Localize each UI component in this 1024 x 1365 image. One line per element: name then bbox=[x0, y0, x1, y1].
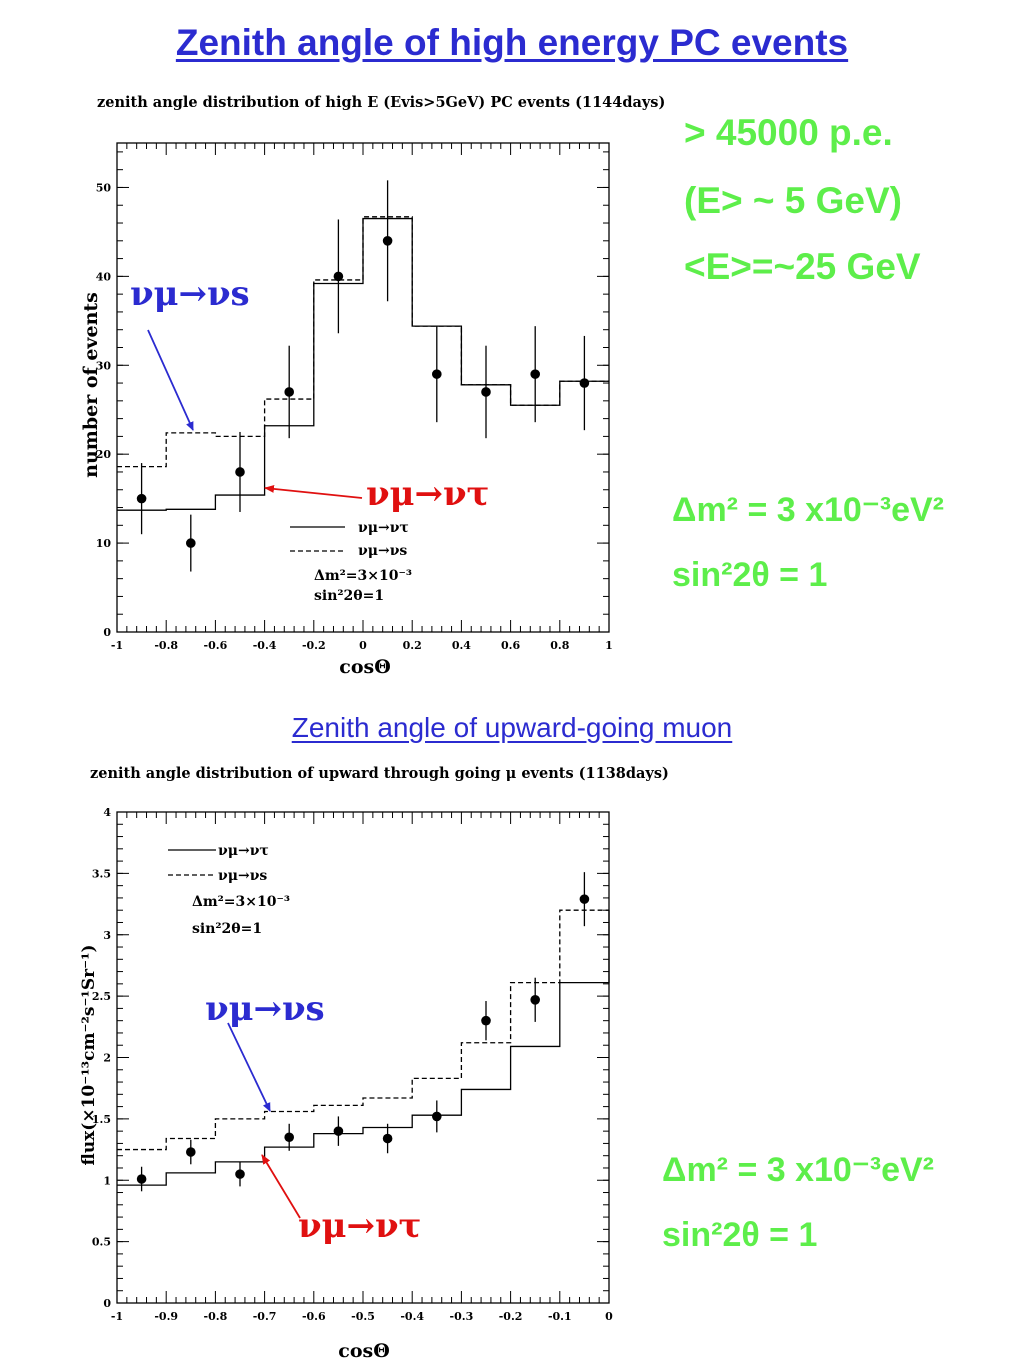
y-tick-label: 0 bbox=[103, 1297, 111, 1310]
y-tick-label: 0.5 bbox=[92, 1236, 111, 1249]
page-title: Zenith angle of high energy PC events bbox=[175, 22, 849, 63]
annotation-nu-tau: νμ→ντ bbox=[298, 1206, 421, 1246]
section-subtitle: Zenith angle of upward-going muon bbox=[291, 712, 733, 743]
x-tick-label: 0.2 bbox=[403, 639, 422, 652]
data-point bbox=[186, 538, 196, 548]
data-point bbox=[186, 1147, 196, 1157]
x-tick-label: -1 bbox=[111, 1310, 123, 1323]
y-axis-label: flux(×10⁻¹³cm⁻²s⁻¹Sr⁻¹) bbox=[79, 944, 99, 1165]
energy-threshold-text: (E> ~ 5 GeV) bbox=[684, 180, 902, 221]
data-point bbox=[530, 369, 540, 379]
data-point bbox=[235, 1169, 245, 1179]
chart-header: zenith angle distribution of upward thro… bbox=[90, 765, 669, 782]
top-sin-text: sin²2θ = 1 bbox=[672, 556, 828, 594]
histogram-nu-tau bbox=[117, 910, 610, 1186]
data-point bbox=[284, 387, 295, 397]
annotation-nu-tau: νμ→ντ bbox=[366, 474, 489, 514]
mean-energy-text: <E>=~25 GeV bbox=[684, 246, 921, 287]
bottom-sin-text: sin²2θ = 1 bbox=[662, 1216, 818, 1254]
y-tick-label: 30 bbox=[96, 359, 112, 372]
y-tick-label: 4 bbox=[103, 806, 111, 819]
legend-entry-nu-s: νμ→νs bbox=[218, 868, 267, 884]
x-tick-label: -0.5 bbox=[351, 1310, 375, 1323]
top-dm2-text: Δm² = 3 x10⁻³eV² bbox=[672, 491, 944, 529]
y-tick-label: 3 bbox=[103, 929, 111, 942]
legend-param-dm2: Δm²=3×10⁻³ bbox=[314, 568, 412, 584]
x-tick-label: 0.6 bbox=[501, 639, 520, 652]
x-tick-label: 0.8 bbox=[550, 639, 569, 652]
data-point bbox=[333, 271, 344, 282]
chart-legend: νμ→ντ νμ→νs Δm²=3×10⁻³ sin²2θ=1 bbox=[168, 843, 290, 937]
annotation-nu-s: νμ→νs bbox=[130, 274, 250, 314]
chart-header: zenith angle distribution of high E (Evi… bbox=[97, 94, 665, 111]
x-tick-label: -0.9 bbox=[154, 1310, 178, 1323]
nu-tau-arrow bbox=[261, 1154, 301, 1219]
histogram-nu-tau bbox=[117, 217, 609, 511]
data-point bbox=[382, 1133, 393, 1144]
x-tick-label: -0.6 bbox=[204, 639, 228, 652]
legend-param-dm2: Δm²=3×10⁻³ bbox=[192, 894, 290, 910]
x-tick-label: -0.2 bbox=[499, 1310, 523, 1323]
y-tick-label: 50 bbox=[96, 181, 112, 194]
x-tick-label: -0.1 bbox=[548, 1310, 572, 1323]
x-tick-label: -0.8 bbox=[204, 1310, 228, 1323]
data-point bbox=[481, 387, 491, 397]
pe-threshold-text: > 45000 p.e. bbox=[684, 112, 893, 153]
upward-muon-chart: zenith angle distribution of upward thro… bbox=[79, 765, 669, 1362]
x-tick-label: -0.6 bbox=[302, 1310, 326, 1323]
data-point bbox=[333, 1126, 344, 1136]
data-point bbox=[530, 995, 540, 1005]
x-tick-label: 0 bbox=[359, 639, 367, 652]
y-tick-label: 10 bbox=[96, 537, 112, 550]
data-point bbox=[136, 1174, 147, 1184]
x-tick-label: -0.3 bbox=[450, 1310, 474, 1323]
chart-legend: νμ→ντ νμ→νs Δm²=3×10⁻³ sin²2θ=1 bbox=[290, 520, 412, 604]
data-point bbox=[382, 236, 393, 246]
data-point bbox=[432, 369, 442, 379]
nu-s-arrow bbox=[147, 329, 194, 431]
bottom-dm2-text: Δm² = 3 x10⁻³eV² bbox=[662, 1151, 934, 1189]
pc-events-chart: zenith angle distribution of high E (Evi… bbox=[80, 94, 665, 678]
data-point bbox=[235, 467, 245, 477]
x-tick-label: -1 bbox=[111, 639, 123, 652]
legend-entry-nu-tau: νμ→ντ bbox=[358, 520, 409, 536]
data-point bbox=[579, 894, 590, 904]
data-point bbox=[284, 1132, 295, 1143]
data-point bbox=[481, 1015, 491, 1026]
y-tick-label: 20 bbox=[96, 448, 112, 461]
nu-s-arrow bbox=[227, 1022, 271, 1112]
x-tick-label: -0.4 bbox=[253, 639, 277, 652]
x-tick-label: -0.8 bbox=[154, 639, 178, 652]
legend-entry-nu-tau: νμ→ντ bbox=[218, 843, 269, 859]
y-axis-label: number of events bbox=[80, 292, 102, 478]
x-tick-label: -0.4 bbox=[400, 1310, 424, 1323]
x-tick-label: -0.2 bbox=[302, 639, 326, 652]
legend-entry-nu-s: νμ→νs bbox=[358, 543, 407, 559]
y-tick-label: 1 bbox=[103, 1174, 111, 1187]
annotation-nu-s: νμ→νs bbox=[205, 989, 325, 1029]
data-point bbox=[432, 1111, 442, 1122]
x-tick-label: 1 bbox=[605, 639, 613, 652]
x-tick-label: 0 bbox=[605, 1310, 613, 1323]
x-axis-label: cosΘ bbox=[338, 1340, 390, 1362]
y-tick-label: 0 bbox=[103, 626, 111, 639]
legend-param-sin: sin²2θ=1 bbox=[192, 921, 262, 937]
y-tick-label: 2 bbox=[103, 1052, 111, 1065]
nu-tau-arrow bbox=[264, 484, 363, 499]
legend-param-sin: sin²2θ=1 bbox=[314, 588, 384, 604]
x-axis-label: cosΘ bbox=[339, 656, 391, 678]
y-tick-label: 1.5 bbox=[92, 1113, 111, 1126]
y-tick-label: 3.5 bbox=[92, 867, 111, 880]
x-tick-label: -0.7 bbox=[253, 1310, 277, 1323]
data-point bbox=[579, 378, 590, 388]
histogram-nu-s bbox=[117, 909, 609, 1151]
x-tick-label: 0.4 bbox=[452, 639, 471, 652]
y-tick-label: 40 bbox=[96, 270, 112, 283]
data-point bbox=[136, 493, 147, 504]
y-tick-label: 2.5 bbox=[92, 990, 111, 1003]
